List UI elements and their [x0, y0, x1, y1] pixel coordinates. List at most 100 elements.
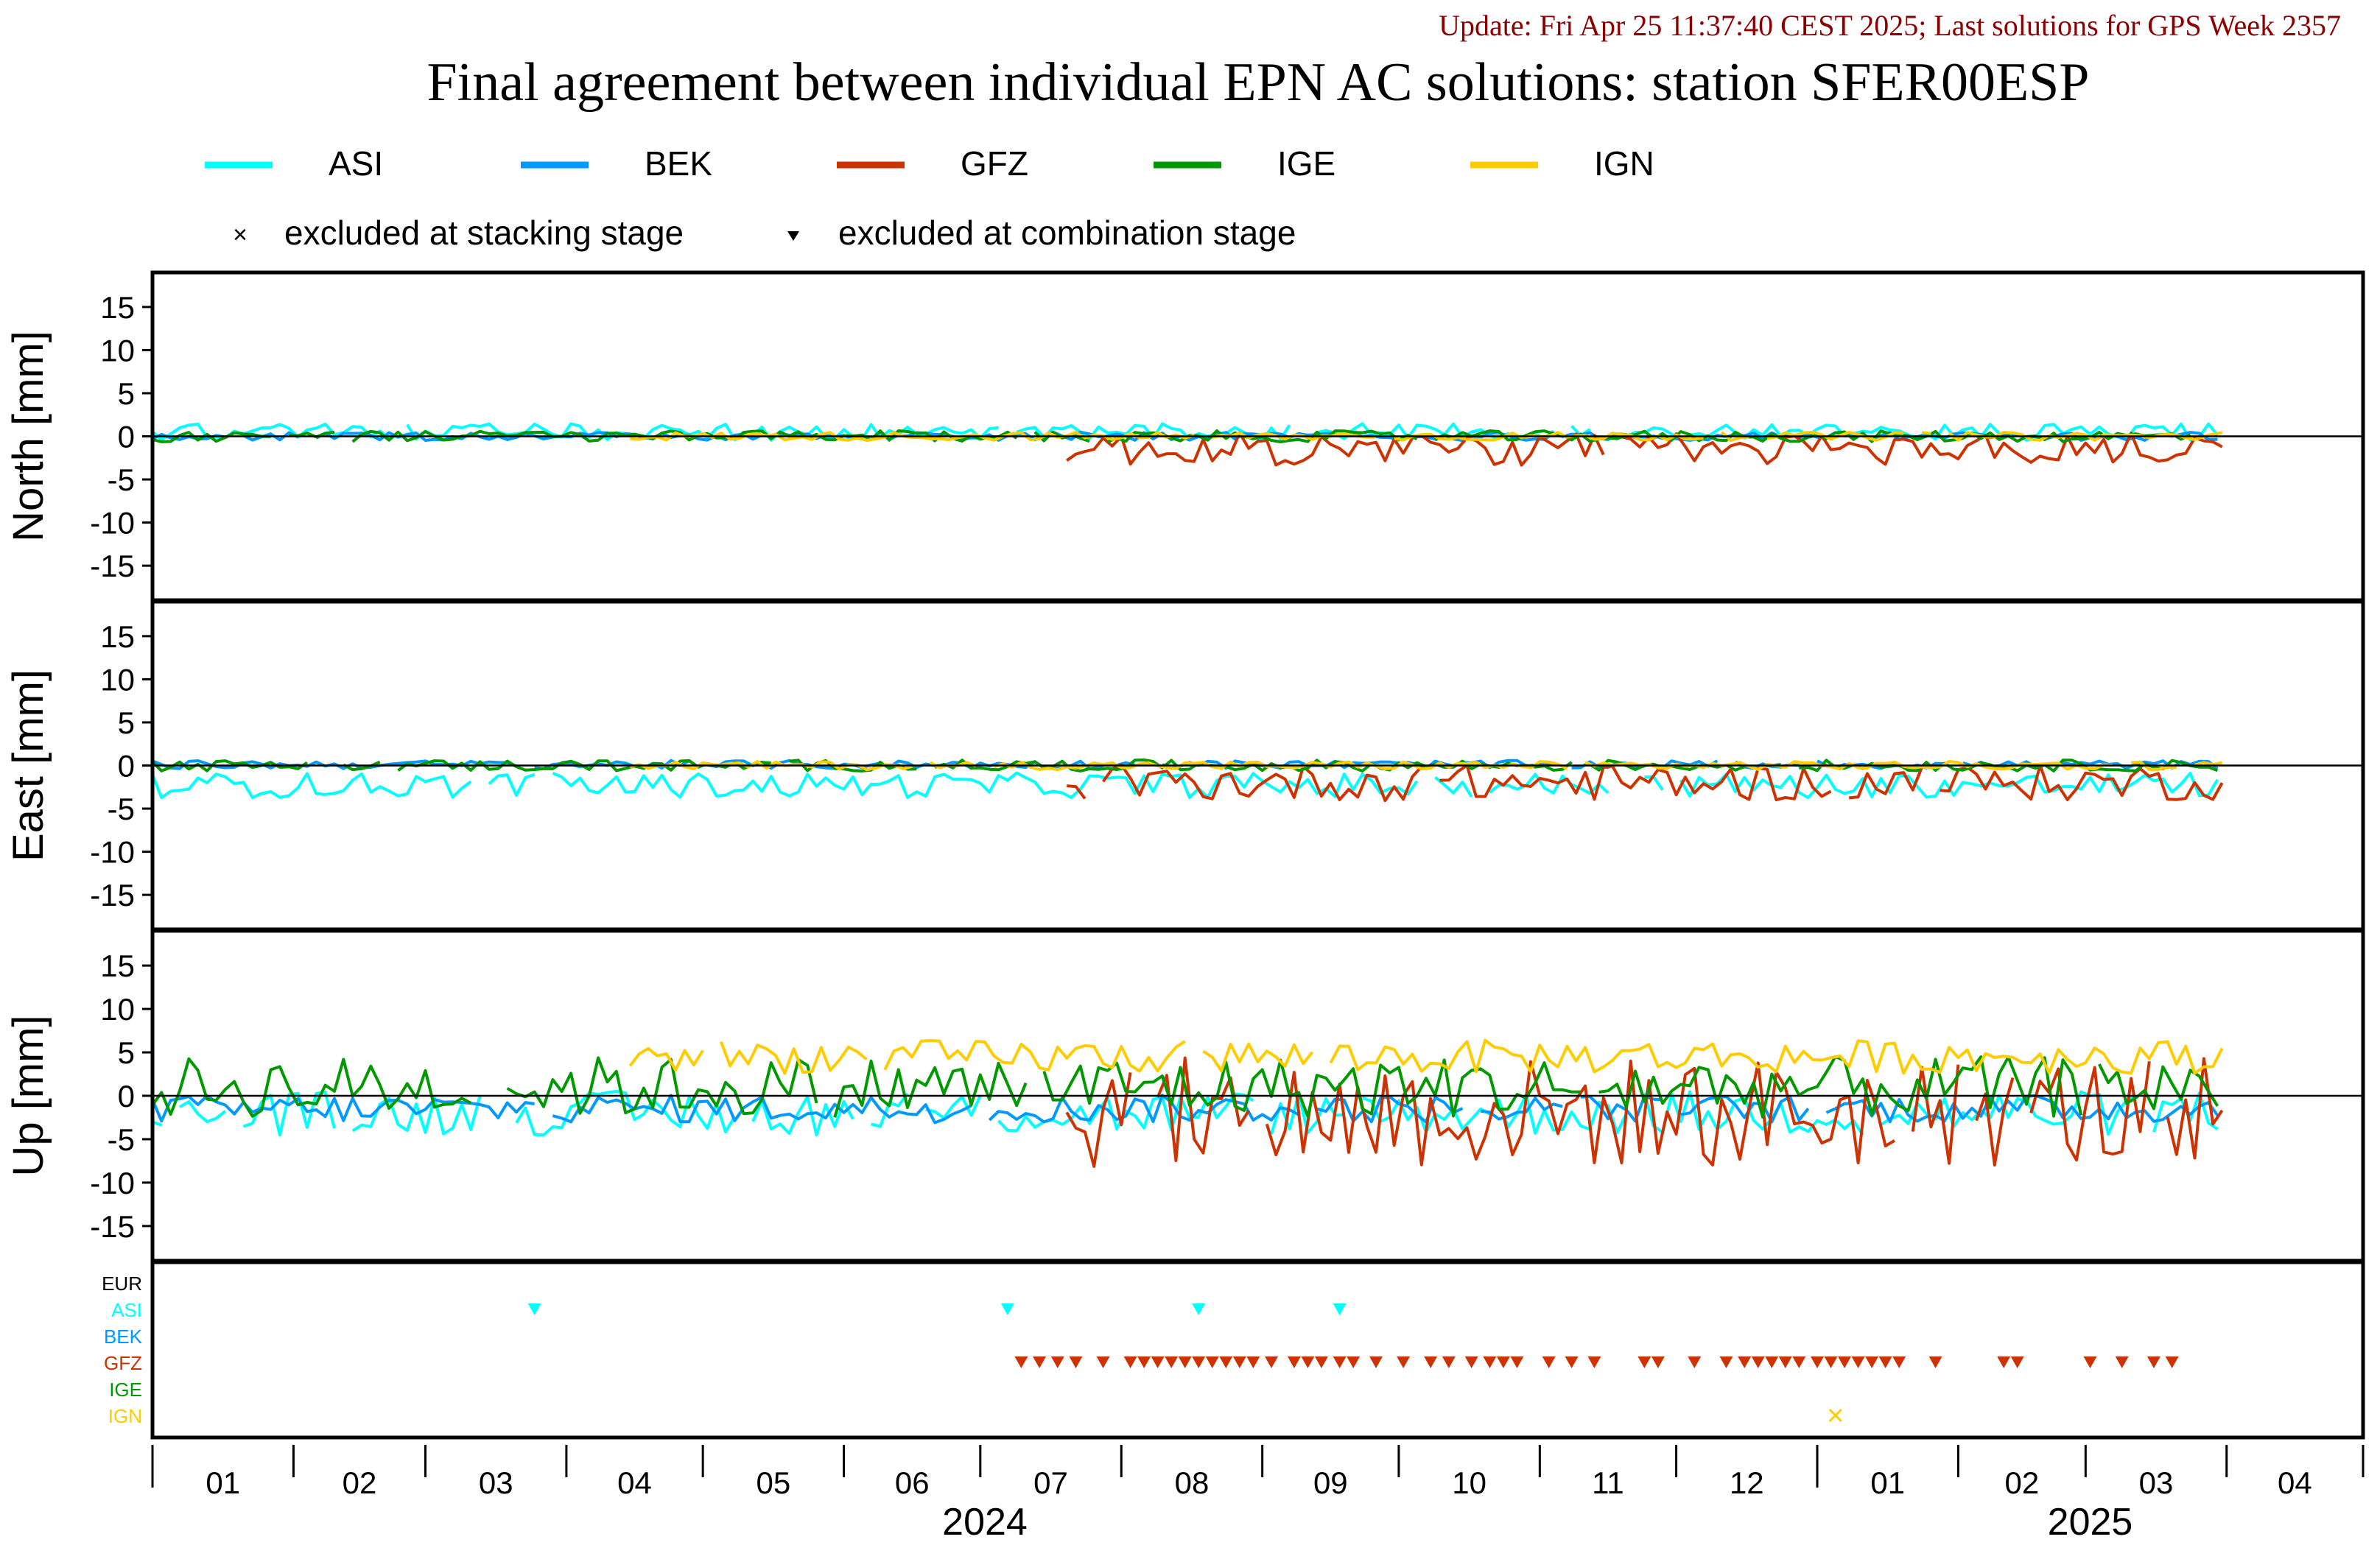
combination-marker	[1997, 1356, 2011, 1368]
y-tick-label: 15	[100, 290, 135, 325]
combination-marker	[1123, 1356, 1137, 1368]
combination-marker	[1892, 1356, 1906, 1368]
combination-marker	[1824, 1356, 1838, 1368]
legend-label-gfz: GFZ	[961, 144, 1028, 183]
combination-marker-icon	[787, 231, 799, 241]
x-month-label: 04	[2278, 1465, 2312, 1500]
combination-marker	[1878, 1356, 1892, 1368]
stacking-marker	[1828, 1408, 1842, 1423]
update-line: Update: Fri Apr 25 11:37:40 CEST 2025; L…	[1439, 9, 2341, 42]
legend-label-bek: BEK	[645, 144, 712, 183]
combination-marker	[1050, 1356, 1064, 1368]
panel-up: -15 -10 -5 0 5 10 15 Up [mm]	[4, 929, 2365, 1263]
series-line-gfz	[1066, 431, 2223, 467]
combination-marker	[1424, 1356, 1438, 1368]
combination-marker	[1651, 1356, 1665, 1368]
combination-marker	[1442, 1356, 1456, 1368]
combination-marker	[1314, 1356, 1328, 1368]
x-month-label: 01	[206, 1465, 240, 1500]
y-tick-label: -10	[90, 506, 135, 541]
y-tick-label: 5	[118, 705, 135, 740]
combination-marker	[1738, 1356, 1752, 1368]
y-tick-label: 0	[118, 420, 135, 454]
x-month-label: 12	[1730, 1465, 1764, 1500]
y-tick-label: -15	[90, 549, 135, 583]
y-tick-label: -5	[108, 462, 135, 497]
combination-marker	[1000, 1303, 1014, 1315]
combination-marker	[1192, 1303, 1206, 1315]
combination-marker	[1219, 1356, 1233, 1368]
x-axis: 01 02 03 04 05 06 07 08 09 10 11 12 01 02 03 04 2024 2025	[151, 1445, 2365, 1544]
x-month-label: 10	[1452, 1465, 1486, 1500]
exclusion-frame	[150, 1260, 2365, 1440]
y-tick-label: -5	[108, 1122, 135, 1157]
y-tick-label: 0	[118, 749, 135, 784]
combination-marker	[1464, 1356, 1478, 1368]
y-axis-label: Up [mm]	[4, 1015, 52, 1176]
y-tick-label: 10	[100, 662, 135, 697]
combination-marker	[1851, 1356, 1865, 1368]
exclusion-row-label: ASI	[111, 1299, 142, 1321]
y-tick-label: 5	[118, 376, 135, 411]
combination-marker	[1510, 1356, 1524, 1368]
combination-marker	[1792, 1356, 1806, 1368]
combination-marker	[1333, 1356, 1347, 1368]
legend: ASI BEK GFZ IGE IGN × excluded at stacking sta…	[205, 144, 1654, 252]
combination-marker	[1137, 1356, 1151, 1368]
combination-marker	[2165, 1356, 2179, 1368]
legend-label-asi: ASI	[329, 144, 383, 183]
exclusion-row-label: EUR	[102, 1273, 142, 1295]
y-tick-label: -15	[90, 1209, 135, 1244]
combination-marker	[1811, 1356, 1825, 1368]
combination-marker	[2146, 1356, 2160, 1368]
x-month-label: 05	[757, 1465, 791, 1500]
combination-marker	[1496, 1356, 1510, 1368]
stacking-marker-icon: ×	[233, 221, 248, 249]
series-line-ign	[628, 1038, 2224, 1075]
combination-marker	[1333, 1303, 1347, 1315]
series-line-asi	[151, 771, 2219, 800]
combination-marker	[2010, 1356, 2024, 1368]
series-line-gfz	[1067, 763, 2224, 803]
combination-marker	[1265, 1356, 1279, 1368]
exclusion-panel: EUR ASI BEK GFZ IGE IGN	[102, 1260, 2365, 1440]
combination-marker	[1232, 1356, 1246, 1368]
y-tick-label: -5	[108, 792, 135, 826]
legend-label-ige: IGE	[1277, 144, 1335, 183]
x-month-label: 02	[343, 1465, 377, 1500]
exclusion-row-label: IGN	[108, 1405, 142, 1427]
combination-marker	[1587, 1356, 1601, 1368]
combination-marker	[1014, 1356, 1028, 1368]
x-month-label: 11	[1592, 1465, 1624, 1500]
combination-marker	[2115, 1356, 2129, 1368]
exclusion-row-label: GFZ	[104, 1352, 142, 1374]
exclusion-row-label: BEK	[104, 1326, 143, 1348]
combination-marker	[1165, 1356, 1179, 1368]
combination-marker	[1688, 1356, 1702, 1368]
y-tick-label: 15	[100, 949, 135, 983]
x-month-label: 07	[1033, 1465, 1068, 1500]
combination-marker	[1096, 1356, 1110, 1368]
combination-marker	[1033, 1356, 1047, 1368]
x-month-label: 08	[1175, 1465, 1210, 1500]
x-year-label: 2025	[2048, 1501, 2133, 1544]
y-tick-label: 15	[100, 619, 135, 654]
x-month-label: 03	[2139, 1465, 2174, 1500]
combination-marker	[1287, 1356, 1301, 1368]
y-tick-label: 0	[118, 1079, 135, 1113]
combination-marker	[1542, 1356, 1556, 1368]
y-tick-label: -10	[90, 1166, 135, 1200]
combination-marker	[1765, 1356, 1779, 1368]
legend-stacking-label: excluded at stacking stage	[284, 214, 684, 252]
x-month-label: 06	[895, 1465, 930, 1500]
combination-marker	[1637, 1356, 1651, 1368]
y-tick-label: 10	[100, 333, 135, 367]
y-tick-label: 5	[118, 1035, 135, 1070]
x-month-label: 04	[617, 1465, 652, 1500]
panel-east: -15 -10 -5 0 5 10 15 East [mm]	[4, 599, 2365, 932]
chart-title: Final agreement between individual EPN A…	[427, 52, 2090, 113]
combination-marker	[1397, 1356, 1411, 1368]
combination-marker	[1301, 1356, 1315, 1368]
x-month-label: 09	[1313, 1465, 1348, 1500]
